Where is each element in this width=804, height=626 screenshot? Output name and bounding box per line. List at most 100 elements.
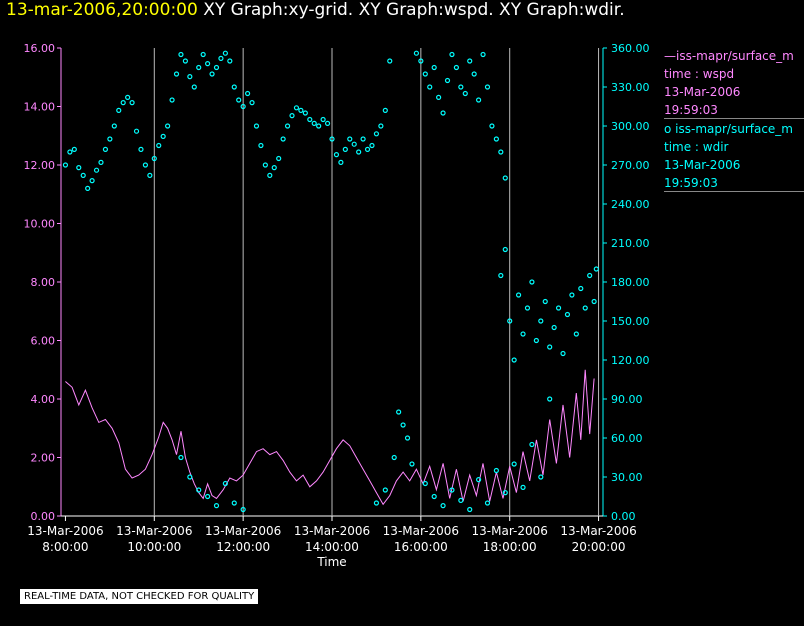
wdir-point (129, 99, 135, 106)
wdir-point (187, 474, 193, 480)
wdir-point (573, 331, 579, 337)
wdir-point (418, 58, 424, 64)
wdir-point (93, 167, 100, 173)
right-tick-label: 120.00 (611, 354, 650, 367)
x-axis-label: Time (316, 555, 346, 569)
wspd-series (65, 369, 595, 506)
wdir-point (351, 141, 357, 147)
wdir-point (391, 454, 397, 461)
left-tick-label: 12.00 (24, 159, 56, 172)
wdir-series (62, 50, 599, 513)
wdir-point (431, 493, 437, 500)
wdir-point (396, 409, 402, 415)
x-tick-date: 13-Mar-2006 (472, 524, 548, 538)
wdir-point (564, 311, 571, 318)
wdir-point (244, 90, 251, 97)
quality-disclaimer: REAL-TIME DATA, NOT CHECKED FOR QUALITY (20, 589, 259, 604)
wdir-point (449, 51, 455, 58)
wdir-point (147, 172, 153, 178)
title-graphs: XY Graph:xy-grid. XY Graph:wspd. XY Grap… (203, 0, 625, 20)
x-tick-time: 12:00:00 (216, 540, 270, 554)
wdir-point (205, 493, 211, 500)
wdir-point (578, 285, 584, 292)
wdir-point (593, 266, 599, 272)
right-tick-label: 240.00 (611, 198, 650, 211)
wdir-point (547, 344, 553, 350)
legend-wdir-field: time : wdir (664, 140, 729, 154)
wdir-point (422, 71, 428, 77)
wdir-point (200, 51, 206, 58)
x-tick-date: 13-Mar-2006 (294, 524, 370, 538)
wdir-point (533, 337, 539, 344)
wdir-point (413, 50, 420, 56)
wdir-point (427, 84, 433, 90)
wdir-point (502, 175, 508, 181)
legend-wdir-time: 19:59:03 (664, 176, 718, 190)
wdir-point (404, 435, 411, 441)
left-tick-label: 14.00 (24, 101, 56, 114)
wdir-point (240, 506, 246, 513)
wdir-point (400, 422, 406, 428)
wdir-point (280, 136, 286, 142)
left-tick-label: 4.00 (31, 393, 56, 406)
wdir-point (524, 305, 531, 311)
wdir-point (373, 131, 380, 137)
wdir-point (165, 123, 171, 129)
wdir-point (205, 60, 211, 67)
wdir-point (498, 149, 504, 155)
wdir-point (551, 324, 557, 331)
wdir-point (449, 487, 455, 493)
wdir-point (107, 136, 113, 142)
wdir-point (507, 318, 513, 324)
wdir-point (382, 487, 388, 493)
wdir-point (262, 162, 268, 168)
legend-wspd: —iss-mapr/surface_m time : wspd 13-Mar-2… (664, 47, 804, 119)
right-tick-label: 270.00 (611, 159, 650, 172)
left-tick-label: 6.00 (31, 335, 56, 348)
x-tick-date: 13-Mar-2006 (383, 524, 459, 538)
wdir-point (458, 497, 464, 503)
wdir-point (89, 178, 95, 184)
legend-wspd-time: 19:59:03 (664, 103, 718, 117)
x-tick-time: 10:00:00 (127, 540, 181, 554)
wdir-point (467, 58, 473, 64)
right-tick-label: 330.00 (611, 81, 650, 94)
right-tick-label: 90.00 (611, 393, 643, 406)
wdir-point (293, 105, 300, 111)
wdir-point (373, 500, 380, 506)
wdir-point (191, 84, 197, 90)
x-tick-date: 13-Mar-2006 (116, 524, 192, 538)
wdir-point (511, 357, 517, 363)
left-tick-label: 16.00 (24, 42, 56, 55)
wdir-point (160, 133, 166, 139)
wdir-point (364, 146, 371, 152)
wdir-point (85, 185, 91, 191)
wdir-point (67, 149, 73, 155)
wdir-point (316, 123, 322, 129)
wdir-point (120, 99, 126, 106)
wdir-point (111, 123, 117, 129)
x-tick-time: 20:00:00 (572, 540, 626, 554)
chart-title: 13-mar-2006,20:00:00 XY Graph:xy-grid. X… (6, 0, 625, 20)
x-tick-time: 18:00:00 (483, 540, 537, 554)
wdir-point (253, 123, 260, 129)
wdir-point (80, 172, 86, 178)
x-tick-date: 13-Mar-2006 (560, 524, 636, 538)
wdir-point (444, 77, 451, 84)
wdir-point (467, 506, 473, 513)
x-tick-time: 16:00:00 (394, 540, 448, 554)
wdir-point (484, 84, 491, 90)
wdir-point (529, 441, 535, 448)
wdir-point (187, 73, 193, 80)
right-tick-label: 210.00 (611, 237, 650, 250)
wdir-point (462, 90, 468, 97)
wdir-point (222, 50, 228, 56)
wdir-point (329, 136, 335, 142)
wdir-point (307, 116, 313, 123)
wdir-point (515, 292, 522, 298)
wdir-point (480, 51, 486, 58)
legend-wdir: o iss-mapr/surface_m time : wdir 13-Mar-… (664, 120, 804, 192)
wdir-point (289, 112, 295, 119)
wdir-point (98, 159, 104, 165)
